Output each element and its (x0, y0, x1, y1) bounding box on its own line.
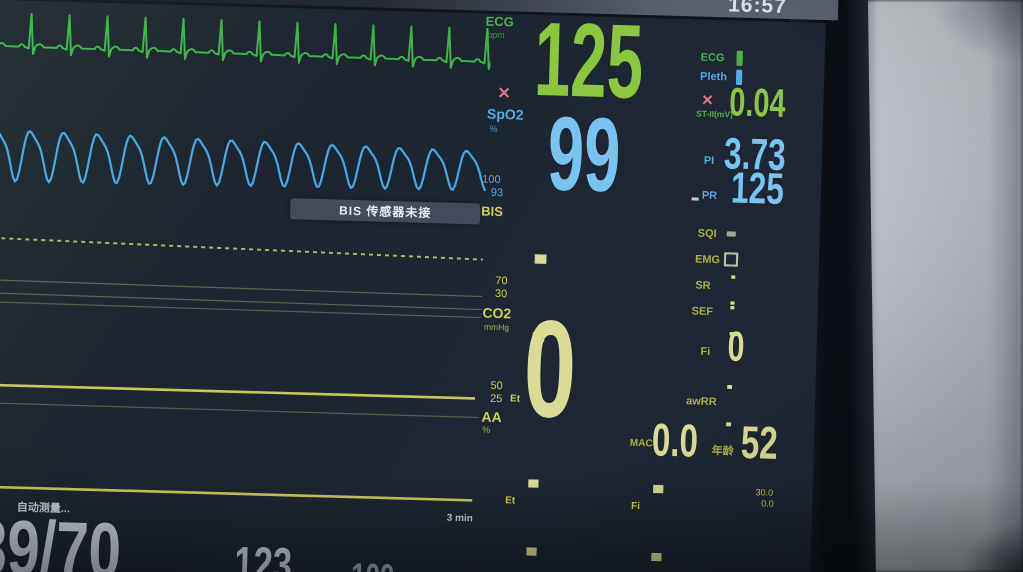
aa-label: AA (481, 408, 503, 426)
co2-limit-low: 25 (489, 392, 503, 406)
nibp-secondary-value: 123 (233, 537, 293, 572)
emg-label: EMG (694, 253, 721, 267)
spo2-alarm-off-icon[interactable] (497, 86, 510, 99)
spo2-waveform (0, 128, 486, 192)
room-background (862, 0, 1023, 572)
aa-fi-label: Fi (630, 500, 641, 513)
bis-label: BIS (481, 203, 504, 220)
spo2-label: SpO2 (486, 105, 524, 123)
st-value-tile[interactable]: 0.04 (728, 80, 787, 126)
co2-limit-high: 50 (490, 379, 503, 393)
waveform-area[interactable] (0, 0, 492, 534)
sqi-label: SQI (697, 227, 717, 241)
co2-gridline-bottom (0, 402, 479, 419)
co2-waveform (0, 383, 476, 400)
sef-label: SEF (691, 305, 714, 319)
co2-gridline-top (0, 301, 482, 319)
nibp-value-tile[interactable]: 39/70 (0, 502, 123, 572)
age-label: 年龄 (711, 445, 734, 458)
aa-et-label: Et (505, 495, 516, 507)
age-value[interactable]: 52 (740, 415, 779, 469)
ecg-label: ECG (485, 13, 514, 30)
ecg-signal-label: ECG (700, 51, 725, 65)
bis-waveform-dashed (0, 236, 483, 261)
st-label: ST-II(mV) (695, 108, 734, 120)
awrr-label: awRR (685, 395, 717, 409)
spo2-value-tile[interactable]: 99 (546, 95, 622, 215)
bis-limit-high: 70 (495, 274, 508, 288)
fico2-value[interactable]: 0 (726, 322, 746, 370)
co2-et-label: Et (509, 393, 521, 405)
co2-label: CO2 (482, 304, 512, 322)
aa-waveform (0, 485, 473, 502)
nibp-interval[interactable]: 3 min (446, 512, 473, 525)
pi-label: PI (703, 154, 715, 168)
mac-label: MAC (629, 437, 653, 450)
spo2-unit: % (489, 123, 498, 134)
bis-gridline-low (0, 292, 482, 311)
bis-gridline-high (0, 279, 482, 298)
pr-value-tile[interactable]: 125 (730, 163, 785, 214)
sr-label: SR (695, 279, 711, 292)
etco2-value-tile[interactable]: 0 (521, 291, 579, 448)
aa-scale-high: 30.0 (755, 487, 774, 498)
st-alarm-off-icon[interactable] (701, 94, 713, 106)
spo2-limit-high: 100 (482, 173, 501, 187)
co2-unit: mmHg (483, 321, 510, 333)
patient-monitor-screen: 16:57 ECG bpm 125 ECG Pleth (0, 0, 839, 572)
aa-unit: % (482, 424, 491, 435)
pr-limit-dash-icon (691, 197, 699, 201)
bis-limit-low: 30 (494, 287, 508, 301)
spo2-limit-low: 93 (490, 186, 504, 200)
ecg-waveform (0, 11, 492, 72)
pr-label: PR (701, 189, 718, 203)
fico2-label: Fi (700, 345, 711, 358)
nibp-tertiary-value: 100 (350, 555, 412, 572)
pleth-signal-label: Pleth (699, 70, 728, 84)
aa-scale-low: 0.0 (761, 498, 774, 509)
ecg-unit: bpm (487, 29, 505, 41)
clock: 16:57 (727, 0, 788, 18)
